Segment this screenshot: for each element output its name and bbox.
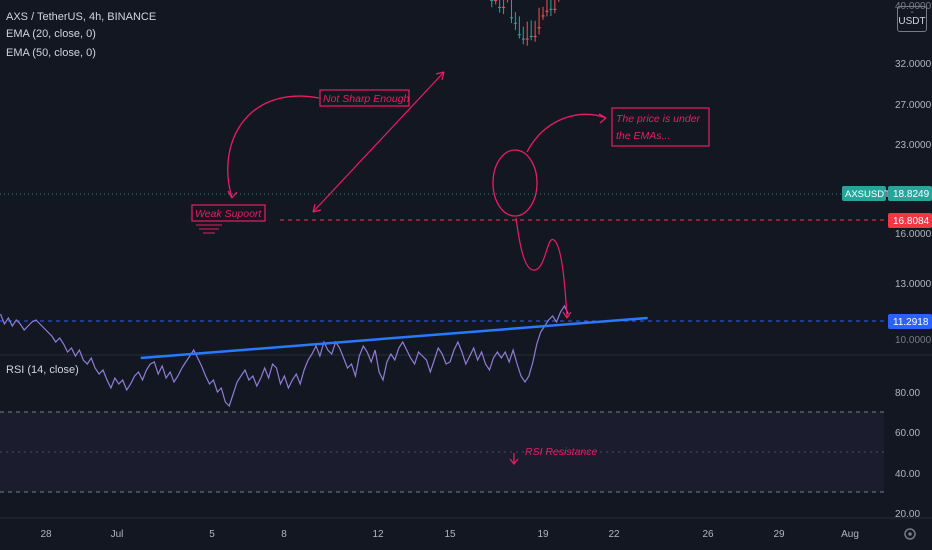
rsi-tick: 40.00 bbox=[895, 469, 920, 480]
candle-body bbox=[498, 6, 502, 8]
candle-body bbox=[509, 17, 514, 19]
not-sharp-label: Not Sharp Enough bbox=[323, 93, 410, 105]
support-price-value: 16.8084 bbox=[893, 216, 930, 227]
candle-body bbox=[501, 6, 506, 8]
candle-body bbox=[513, 22, 518, 24]
gear-icon[interactable] bbox=[904, 528, 916, 540]
time-tick: 8 bbox=[281, 529, 287, 540]
ticker-name-tag[interactable] bbox=[842, 186, 886, 201]
price-axis[interactable]: 40.0000 32.0000 27.0000 23.0000 16.0000 … bbox=[842, 1, 932, 346]
annotations[interactable]: Not Sharp Enough Weak Supoort The price … bbox=[191, 71, 710, 466]
candle-body bbox=[517, 34, 521, 36]
time-axis[interactable]: 28 Jul 5 8 12 15 19 22 26 29 Aug bbox=[40, 529, 858, 540]
time-tick: 5 bbox=[209, 529, 215, 540]
projected-path-arrow-head bbox=[562, 311, 572, 319]
rsi-resistance-arrow[interactable] bbox=[509, 453, 519, 466]
time-tick: 19 bbox=[537, 529, 549, 540]
candle-body bbox=[533, 35, 537, 37]
weak-support-label: Weak Supoort bbox=[195, 208, 262, 220]
time-tick: 26 bbox=[702, 529, 714, 540]
price-under-label-1: The price is under bbox=[616, 113, 701, 125]
candle-body bbox=[521, 38, 525, 40]
candle-body bbox=[525, 38, 529, 40]
price-tick: 27.0000 bbox=[895, 100, 932, 111]
trend-arrow-line[interactable] bbox=[312, 71, 445, 213]
price-under-circle[interactable] bbox=[492, 149, 538, 217]
rsi-tick: 80.00 bbox=[895, 388, 920, 399]
price-under-arrow[interactable] bbox=[526, 113, 607, 153]
price-under-label-box[interactable] bbox=[611, 107, 710, 147]
support-price-tag[interactable] bbox=[888, 213, 932, 228]
currency-badge-label: USDT bbox=[898, 16, 926, 27]
time-tick: Jul bbox=[111, 529, 124, 540]
candle-body bbox=[553, 8, 557, 10]
price-tick: 13.0000 bbox=[895, 279, 932, 290]
candle-body bbox=[490, 0, 494, 2]
price-tick: 16.0000 bbox=[895, 229, 932, 240]
price-under-label-2: the EMAs... bbox=[616, 130, 670, 142]
price-under-arrow-head bbox=[598, 113, 607, 124]
time-tick: 22 bbox=[608, 529, 620, 540]
rsi-line bbox=[0, 304, 569, 408]
trend-arrow-head-low bbox=[312, 203, 322, 213]
target-price-tag[interactable] bbox=[888, 314, 932, 329]
support-hatch-icon bbox=[196, 224, 222, 234]
weak-support-label-box[interactable] bbox=[191, 204, 266, 222]
price-tick: 23.0000 bbox=[895, 140, 932, 151]
time-tick: Aug bbox=[841, 529, 859, 540]
candle-body bbox=[549, 8, 553, 10]
last-price-tag[interactable] bbox=[888, 186, 932, 201]
not-sharp-label-box[interactable] bbox=[319, 89, 410, 107]
curved-arrow-to-support[interactable] bbox=[227, 95, 320, 199]
rsi-tick: 20.00 bbox=[895, 509, 920, 520]
rsi-tick: 60.00 bbox=[895, 428, 920, 439]
rsi-legend[interactable]: RSI (14, close) bbox=[6, 364, 79, 376]
rsi-axis[interactable]: 80.00 60.00 40.00 20.00 bbox=[895, 388, 920, 520]
ema50-legend[interactable]: EMA (50, close, 0) bbox=[6, 47, 96, 59]
rsi-series bbox=[0, 304, 569, 408]
currency-badge[interactable]: ⌄ USDT bbox=[897, 6, 927, 32]
rsi-resistance-label: RSI Resistance bbox=[525, 446, 598, 458]
candle-body bbox=[529, 35, 533, 37]
time-tick: 28 bbox=[40, 529, 52, 540]
time-tick: 15 bbox=[444, 529, 456, 540]
candle-body bbox=[541, 15, 545, 17]
curved-arrow-head bbox=[227, 190, 238, 199]
chevron-down-icon: ⌄ bbox=[909, 8, 915, 15]
ema20-legend[interactable]: EMA (20, close, 0) bbox=[6, 28, 96, 40]
time-tick: 29 bbox=[773, 529, 785, 540]
rsi-band-fill bbox=[0, 412, 884, 492]
rsi-trendline-group[interactable] bbox=[140, 316, 648, 360]
candlestick-series bbox=[490, 0, 560, 46]
rsi-resistance-trendline bbox=[140, 316, 648, 360]
candle-body bbox=[537, 27, 541, 29]
candle-body bbox=[494, 0, 498, 2]
last-price-value: 18.8249 bbox=[893, 189, 930, 200]
price-tick: 32.0000 bbox=[895, 59, 932, 70]
candle-body bbox=[545, 10, 549, 12]
projected-price-path[interactable] bbox=[515, 217, 568, 318]
ticker-name-label: AXSUSDT bbox=[845, 189, 890, 200]
price-tick-bottom: 10.0000 bbox=[895, 335, 932, 346]
target-price-value: 11.2918 bbox=[893, 317, 929, 328]
trend-arrow-head-high bbox=[435, 71, 445, 81]
time-tick: 12 bbox=[372, 529, 384, 540]
symbol-legend[interactable]: AXS / TetherUS, 4h, BINANCE bbox=[6, 11, 157, 23]
